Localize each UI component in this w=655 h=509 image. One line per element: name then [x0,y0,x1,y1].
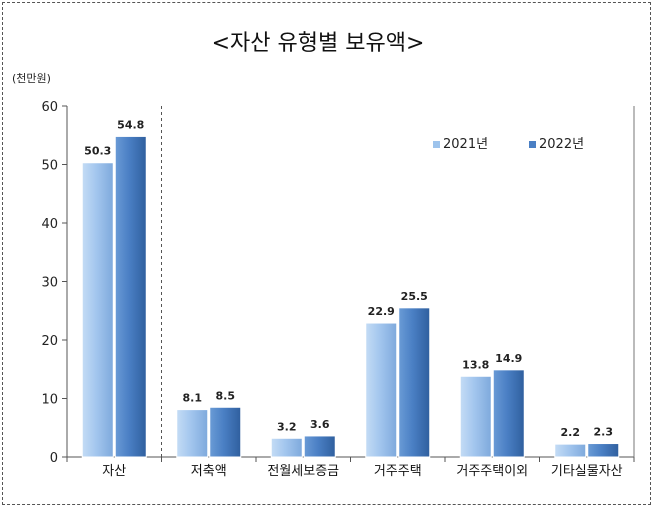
x-tick-label: 전월세보증금 [267,464,339,479]
bar [492,369,525,458]
x-tick-label: 저축액 [191,464,227,479]
axes: 0 10 20 30 40 50 60 자산 저축액 전월세보증금 거주주택 거주주택이외 기타실물자산 [41,100,635,479]
bar [554,443,587,458]
chart-frame [2,2,651,505]
y-tick-label: 40 [41,217,58,232]
bar [81,162,114,458]
y-tick-label: 60 [41,100,58,115]
bar [398,307,431,458]
data-label: 2.2 [561,426,581,439]
data-labels: 50.3 54.8 8.1 8.5 3.2 3.6 22.9 25.5 13.8 14.9 2.2 2… [84,118,613,439]
data-label: 3.6 [310,418,330,431]
bar [176,409,209,458]
x-tick-label: 자산 [102,464,126,479]
y-tick-label: 10 [41,393,58,408]
bar [365,322,398,458]
data-label: 8.5 [216,389,236,402]
bar [459,375,492,458]
data-label: 2.3 [594,426,614,439]
x-tick-label: 거주주택이외 [456,464,528,479]
y-unit-label: (천만원) [12,71,51,85]
legend-label: 2022년 [539,137,584,152]
data-label: 13.8 [462,358,489,371]
data-label: 22.9 [368,305,395,318]
data-label: 14.9 [495,352,522,365]
legend-label: 2021년 [443,137,488,152]
data-label: 3.2 [277,420,297,433]
legend-swatch [433,141,440,148]
data-label: 50.3 [84,145,111,158]
y-tick-label: 50 [41,159,58,174]
y-tick-label: 30 [41,276,58,291]
legend-swatch [529,141,536,148]
y-tick-label: 20 [41,334,58,349]
bars [81,135,620,458]
bar [587,443,620,458]
y-tick-label: 0 [50,451,58,466]
x-tick-label: 기타실물자산 [551,464,623,479]
chart-title: <자산 유형별 보유액> [212,31,425,56]
bar [270,437,303,458]
data-label: 8.1 [183,392,203,405]
data-label: 54.8 [117,118,144,131]
data-label: 25.5 [401,290,428,303]
bar [209,406,242,458]
bar [303,435,336,458]
x-tick-label: 거주주택 [374,464,422,479]
legend: 2021년 2022년 [433,137,584,152]
bar [114,135,147,458]
